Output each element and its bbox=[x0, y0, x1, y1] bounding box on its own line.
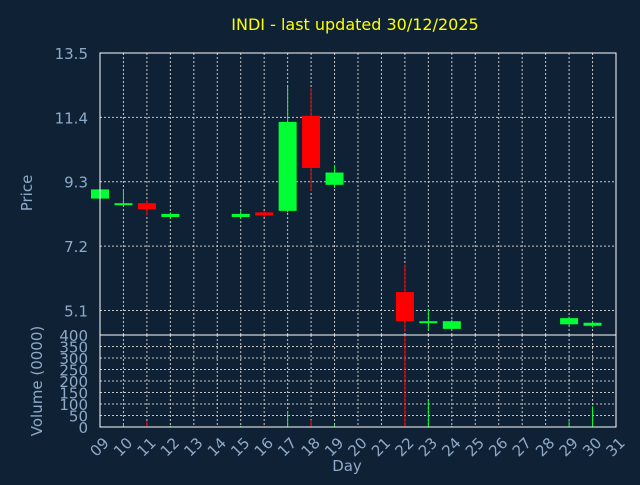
volume-tick-label: 150 bbox=[59, 385, 88, 403]
price-tick-label: 7.2 bbox=[64, 238, 88, 256]
x-tick-label: 18 bbox=[298, 434, 324, 460]
x-tick-label: 09 bbox=[87, 434, 113, 460]
candle-body bbox=[395, 292, 414, 322]
volume-panel-frame bbox=[99, 334, 617, 428]
candle-body bbox=[278, 121, 297, 211]
x-tick-label: 26 bbox=[485, 434, 511, 460]
x-tick-label: 24 bbox=[438, 434, 464, 460]
grid-lines bbox=[99, 52, 617, 428]
x-tick-label: 30 bbox=[579, 434, 605, 460]
x-tick-label: 22 bbox=[391, 434, 417, 460]
x-tick-label: 11 bbox=[133, 434, 159, 460]
x-tick-label: 14 bbox=[204, 434, 230, 460]
price-tick-label: 13.5 bbox=[55, 45, 88, 63]
x-tick-label: 25 bbox=[462, 434, 488, 460]
volume-tick-label: 50 bbox=[69, 408, 88, 426]
volume-bars-layer bbox=[99, 335, 594, 427]
volume-tick-label: 400 bbox=[59, 327, 88, 345]
volume-tick-label: 100 bbox=[59, 396, 88, 414]
price-axis-label: Price bbox=[18, 175, 36, 212]
volume-tick-label: 0 bbox=[78, 419, 88, 437]
volume-tick-label: 200 bbox=[59, 373, 88, 391]
x-tick-label: 23 bbox=[415, 434, 441, 460]
x-tick-label: 17 bbox=[274, 434, 300, 460]
candle-body bbox=[137, 203, 156, 210]
x-tick-label: 31 bbox=[603, 434, 629, 460]
candle-body bbox=[161, 213, 180, 217]
x-tick-label: 12 bbox=[157, 434, 183, 460]
candle-body bbox=[114, 203, 133, 206]
chart-title: INDI - last updated 30/12/2025 bbox=[231, 15, 478, 34]
chart-frames bbox=[99, 52, 617, 428]
candles-layer bbox=[91, 86, 602, 332]
candle-body bbox=[302, 115, 321, 168]
x-tick-label: 29 bbox=[556, 434, 582, 460]
price-tick-label: 11.4 bbox=[55, 109, 88, 127]
volume-axis-label: Volume (0000) bbox=[28, 326, 46, 436]
candle-body bbox=[325, 172, 344, 185]
volume-tick-label: 350 bbox=[59, 339, 88, 357]
tick-labels: 13.511.49.37.25.140035030025020015010050… bbox=[55, 45, 629, 460]
candle-body bbox=[560, 318, 579, 325]
x-tick-label: 21 bbox=[368, 434, 394, 460]
x-tick-label: 15 bbox=[227, 434, 253, 460]
x-tick-label: 28 bbox=[532, 434, 558, 460]
candle-body bbox=[231, 213, 250, 217]
x-axis-label: Day bbox=[332, 457, 362, 475]
volume-tick-label: 300 bbox=[59, 350, 88, 368]
volume-tick-label: 250 bbox=[59, 362, 88, 380]
candle-body bbox=[442, 321, 461, 329]
x-tick-label: 27 bbox=[509, 434, 535, 460]
x-tick-label: 16 bbox=[251, 434, 277, 460]
x-tick-label: 10 bbox=[110, 434, 136, 460]
candle-body bbox=[255, 212, 274, 216]
price-tick-label: 9.3 bbox=[64, 174, 88, 192]
price-tick-label: 5.1 bbox=[64, 302, 88, 320]
candle-body bbox=[583, 322, 602, 326]
x-tick-label: 13 bbox=[180, 434, 206, 460]
candle-body bbox=[419, 321, 438, 324]
